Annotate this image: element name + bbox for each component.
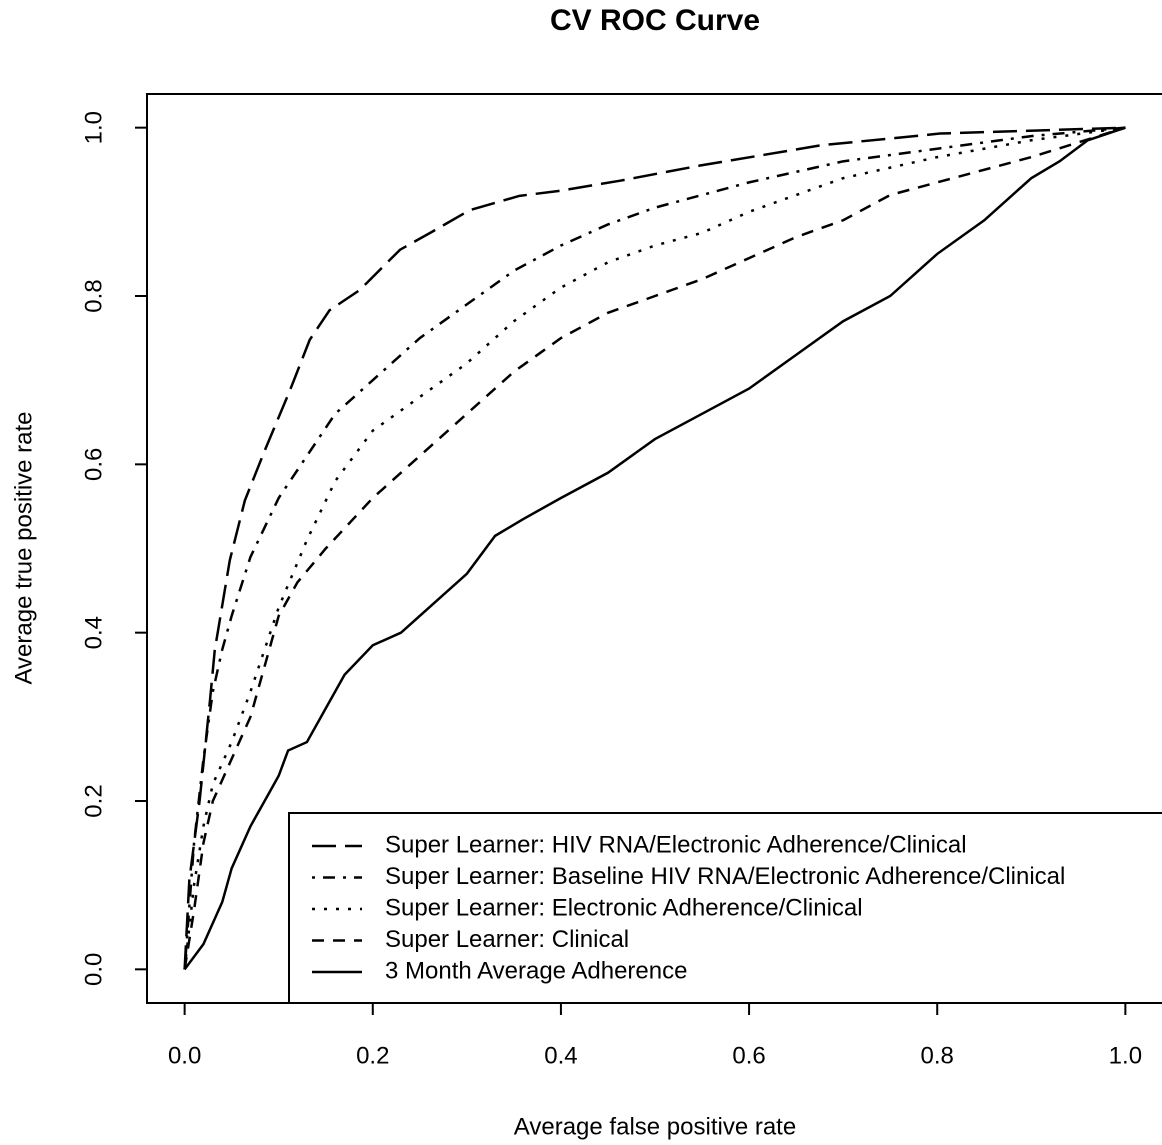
legend-label: Super Learner: Baseline HIV RNA/Electron…: [385, 863, 1065, 890]
legend-label: Super Learner: Clinical: [385, 926, 629, 953]
chart-title: CV ROC Curve: [550, 4, 760, 37]
x-tick-label: 0.8: [921, 1042, 954, 1069]
y-axis-label: Average true positive rate: [10, 411, 37, 684]
roc-line: [183, 126, 1126, 971]
roc-line: [183, 126, 1126, 970]
roc-line: [183, 126, 1126, 970]
legend-label: Super Learner: HIV RNA/Electronic Adhere…: [385, 831, 967, 858]
roc-line: [183, 126, 1126, 970]
y-tick-label: 1.0: [80, 111, 107, 144]
x-tick-label: 0.4: [544, 1042, 577, 1069]
x-axis-label: Average false positive rate: [514, 1113, 796, 1140]
y-tick-label: 0.4: [80, 616, 107, 649]
legend-label: Super Learner: Electronic Adherence/Clin…: [385, 894, 863, 921]
x-tick-label: 0.2: [356, 1042, 389, 1069]
x-tick-label: 1.0: [1109, 1042, 1142, 1069]
y-tick-label: 0.6: [80, 448, 107, 481]
y-tick-label: 0.8: [80, 279, 107, 312]
legend-box: [288, 812, 1162, 1004]
legend-label: 3 Month Average Adherence: [385, 957, 687, 984]
x-tick-label: 0.6: [732, 1042, 765, 1069]
y-tick-label: 0.0: [80, 953, 107, 986]
x-tick-label: 0.0: [168, 1042, 201, 1069]
y-tick-label: 0.2: [80, 784, 107, 817]
